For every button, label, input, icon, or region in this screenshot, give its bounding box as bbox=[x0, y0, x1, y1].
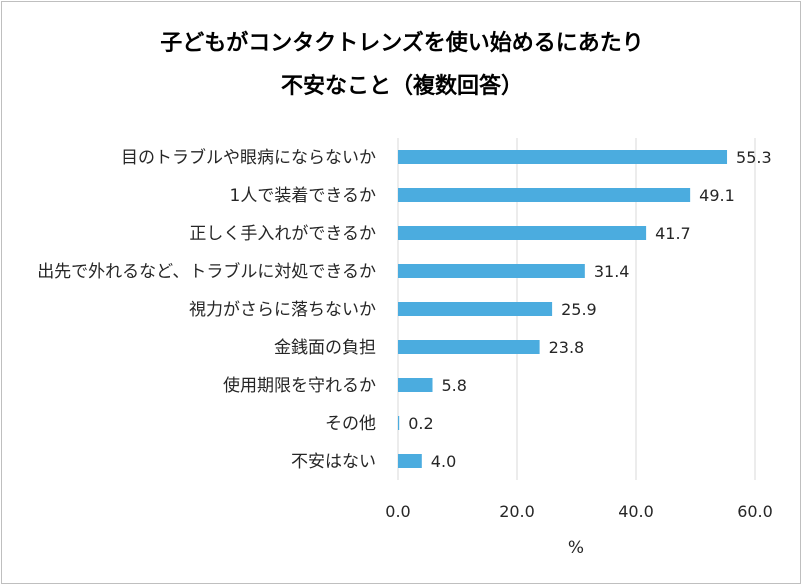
x-tick-label: 40.0 bbox=[618, 502, 654, 521]
value-label: 31.4 bbox=[594, 262, 630, 281]
bar bbox=[398, 150, 728, 164]
value-label: 25.9 bbox=[561, 300, 597, 319]
category-label: 1人で装着できるか bbox=[230, 186, 376, 206]
x-tick-label: 0.0 bbox=[385, 502, 410, 521]
value-label: 49.1 bbox=[699, 186, 735, 205]
value-label: 0.2 bbox=[408, 414, 433, 433]
category-label: 目のトラブルや眼病にならないか bbox=[121, 147, 376, 168]
value-label: 41.7 bbox=[655, 224, 691, 243]
bar bbox=[398, 264, 585, 278]
category-label: 金銭面の負担 bbox=[274, 338, 376, 358]
category-label: その他 bbox=[325, 414, 376, 434]
value-label: 4.0 bbox=[431, 452, 456, 471]
bar bbox=[398, 416, 400, 430]
bars bbox=[398, 150, 728, 468]
bar bbox=[398, 302, 553, 316]
x-tick-label: 60.0 bbox=[737, 502, 773, 521]
value-label: 55.3 bbox=[736, 148, 772, 167]
category-label: 不安はない bbox=[291, 452, 376, 472]
category-label: 出先で外れるなど、トラブルに対処できるか bbox=[37, 261, 376, 282]
labels: 0.0 20.0 40.0 60.0 目のトラブルや眼病にならないか 55.3 1人で装着で… bbox=[37, 147, 773, 521]
category-label: 視力がさらに落ちないか bbox=[189, 300, 376, 320]
bar bbox=[398, 454, 422, 468]
chart-title-line-1: 子どもがコンタクトレンズを使い始めるにあたり bbox=[160, 31, 644, 56]
category-label: 正しく手入れができるか bbox=[189, 224, 376, 244]
value-label: 23.8 bbox=[549, 338, 585, 357]
x-tick-label: 20.0 bbox=[499, 502, 535, 521]
chart-title: 子どもがコンタクトレンズを使い始めるにあたり 不安なこと（複数回答） bbox=[0, 22, 804, 108]
bar bbox=[398, 188, 691, 202]
value-label: 5.8 bbox=[442, 376, 467, 395]
category-label: 使用期限を守れるか bbox=[223, 375, 376, 396]
bar bbox=[398, 226, 647, 240]
chart-title-line-2: 不安なこと（複数回答） bbox=[280, 74, 523, 99]
bar bbox=[398, 378, 433, 392]
x-axis-title: % bbox=[568, 538, 584, 558]
bar bbox=[398, 340, 540, 354]
